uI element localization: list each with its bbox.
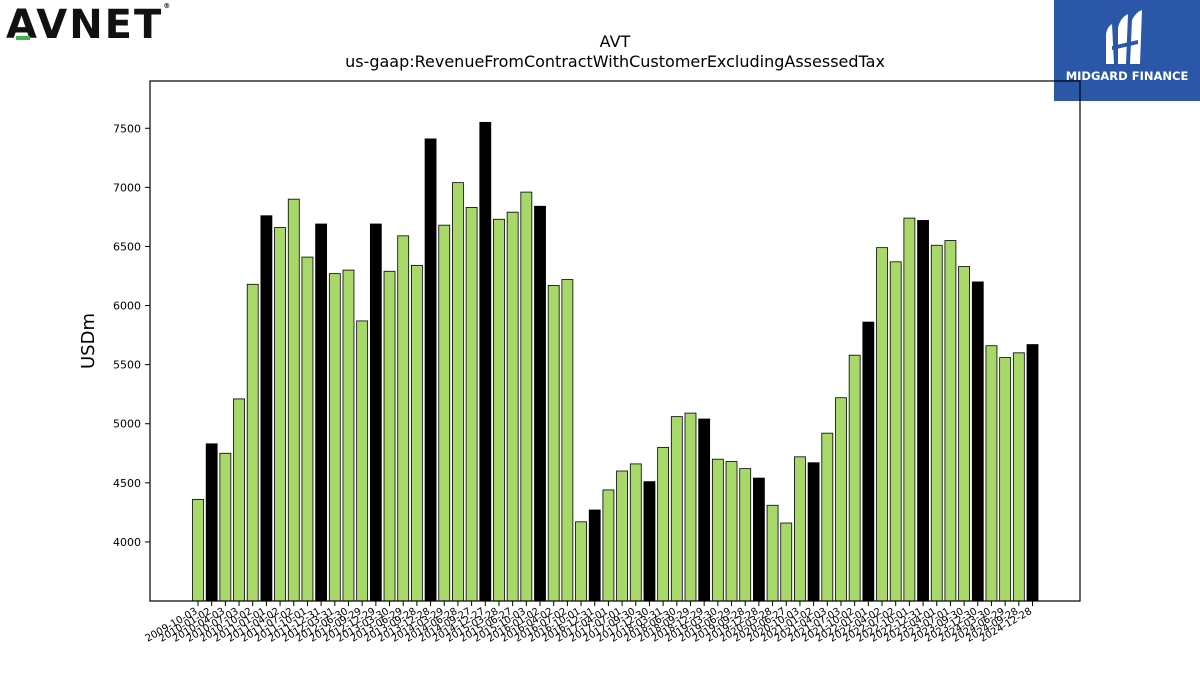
- bar: [698, 418, 711, 602]
- bar: [903, 217, 916, 602]
- chart-subtitle: us-gaap:RevenueFromContractWithCustomerE…: [345, 52, 885, 71]
- midgard-emblem-icon: [1106, 10, 1142, 64]
- bar: [794, 456, 806, 602]
- bar: [985, 345, 998, 602]
- bar: [520, 191, 533, 602]
- bar: [807, 462, 820, 602]
- bar: [219, 452, 232, 602]
- bar: [917, 220, 929, 602]
- bar: [725, 461, 738, 602]
- bar: [616, 470, 628, 602]
- bar: [506, 211, 519, 602]
- y-tick-label: 7500: [113, 122, 141, 135]
- bar: [766, 504, 779, 602]
- bar: [780, 522, 793, 602]
- bar: [739, 468, 752, 602]
- avnet-logo-accent: [16, 36, 30, 40]
- bar: [1026, 344, 1039, 602]
- bar: [356, 320, 369, 602]
- bar: [397, 235, 410, 602]
- bar: [848, 354, 861, 602]
- bar: [287, 198, 300, 602]
- y-tick-label: 4000: [113, 536, 141, 549]
- bar: [561, 279, 574, 602]
- midgard-finance-logo: MIDGARD FINANCE: [1054, 0, 1200, 101]
- bar: [1012, 352, 1025, 602]
- bar: [657, 446, 670, 602]
- bar: [958, 266, 970, 602]
- bar: [862, 321, 875, 602]
- bar: [876, 247, 888, 602]
- bar: [752, 477, 765, 602]
- bar: [944, 240, 957, 602]
- y-tick-label: 6000: [113, 300, 141, 313]
- bar: [424, 138, 437, 602]
- bar: [602, 489, 615, 602]
- bar: [821, 432, 834, 602]
- plot-frame: [149, 80, 1081, 602]
- bar: [452, 182, 464, 602]
- bar: [971, 281, 984, 602]
- bar: [547, 285, 560, 602]
- y-tick-label: 7000: [113, 181, 141, 194]
- bar: [233, 398, 245, 602]
- bar: [342, 269, 355, 602]
- bar: [534, 205, 546, 602]
- bar: [383, 270, 396, 602]
- bar: [684, 412, 697, 602]
- bar: [315, 223, 328, 602]
- bar: [246, 283, 259, 602]
- bar: [260, 215, 273, 602]
- bar: [410, 264, 423, 602]
- bar: [999, 357, 1012, 602]
- bar: [629, 463, 642, 602]
- avnet-logo-text: AVNET: [6, 2, 164, 48]
- bar: [369, 223, 382, 602]
- midgard-brand-text: MIDGARD FINANCE: [1065, 69, 1189, 83]
- bar: [588, 509, 601, 602]
- bar: [575, 521, 587, 602]
- bar: [192, 498, 204, 602]
- bar: [438, 224, 451, 602]
- bar: [930, 244, 943, 602]
- bar: [479, 121, 492, 602]
- bar: [301, 256, 314, 602]
- y-tick-label: 4500: [113, 477, 141, 490]
- bar: [328, 273, 341, 602]
- bar: [205, 443, 218, 602]
- bar: [493, 218, 505, 602]
- avnet-logo: AVNET®: [6, 2, 173, 48]
- y-tick-label: 5000: [113, 418, 141, 431]
- bar: [889, 261, 902, 602]
- bar: [670, 416, 683, 602]
- y-tick-label: 6500: [113, 240, 141, 253]
- bar: [274, 227, 286, 602]
- bar: [835, 397, 847, 602]
- bar: [643, 481, 656, 602]
- y-tick-label: 5500: [113, 359, 141, 372]
- chart-title: AVT: [599, 32, 631, 51]
- bar: [711, 458, 724, 602]
- bar: [465, 207, 478, 602]
- y-axis-label: USDm: [78, 313, 99, 369]
